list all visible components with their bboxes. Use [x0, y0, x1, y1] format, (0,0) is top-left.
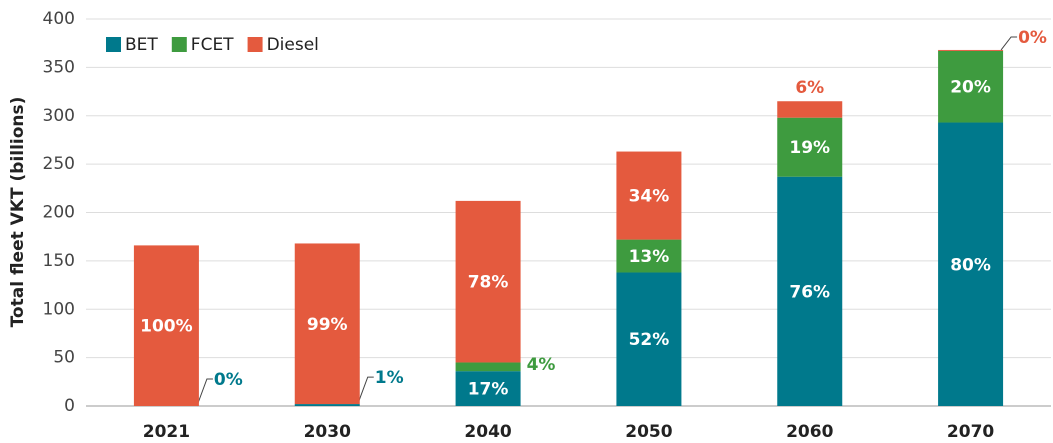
segment-label: 52%	[629, 330, 670, 350]
bar-segment	[938, 50, 1004, 123]
segment-label: 100%	[140, 317, 193, 337]
segment-label: 0%	[1018, 28, 1047, 48]
segment-label: 17%	[468, 380, 509, 400]
y-tick-label: 0	[64, 396, 75, 416]
bar-segment	[133, 245, 199, 406]
segment-label: 76%	[789, 282, 830, 302]
bar-segment	[294, 404, 360, 406]
segment-label: 0%	[214, 370, 243, 390]
y-tick-label: 200	[43, 203, 75, 223]
bar-segment	[294, 243, 360, 405]
legend-label: BET	[125, 35, 158, 55]
segment-label: 13%	[629, 247, 670, 267]
x-tick-label: 2030	[304, 422, 351, 442]
segment-label: 6%	[795, 78, 824, 98]
y-tick-label: 350	[43, 57, 75, 77]
y-tick-label: 150	[43, 251, 75, 271]
bar-segment	[616, 239, 682, 273]
leader-line	[357, 376, 374, 405]
segment-label: 1%	[375, 368, 404, 388]
x-tick-label: 2050	[625, 422, 672, 442]
leader-line	[196, 378, 213, 407]
bar-segment	[455, 371, 521, 406]
bar-segment	[938, 49, 1004, 51]
segment-label: 20%	[950, 78, 991, 98]
x-tick-label: 2021	[143, 422, 190, 442]
y-tick-label: 400	[43, 9, 75, 29]
legend-swatch	[247, 37, 263, 52]
legend-label: Diesel	[267, 35, 319, 55]
segment-label: 99%	[307, 315, 348, 335]
legend-swatch	[171, 37, 187, 52]
legend-label: FCET	[191, 35, 234, 55]
y-tick-label: 300	[43, 106, 75, 126]
bar-segment	[777, 176, 843, 406]
legend-swatch	[106, 37, 121, 52]
y-tick-label: 100	[43, 299, 75, 319]
segment-label: 4%	[527, 355, 556, 375]
segment-label: 19%	[789, 138, 830, 158]
y-tick-label: 250	[43, 154, 75, 174]
y-axis-label: Total fleet VKT (billions)	[8, 97, 28, 328]
bar-segment	[616, 151, 682, 240]
bar-segment	[938, 122, 1004, 407]
x-tick-label: 2070	[947, 422, 994, 442]
x-tick-label: 2040	[464, 422, 511, 442]
segment-label: 78%	[468, 273, 509, 293]
bar-segment	[777, 117, 843, 177]
segment-label: 34%	[629, 187, 670, 207]
x-tick-label: 2060	[786, 422, 833, 442]
segment-label: 80%	[950, 255, 991, 275]
leader-line	[1000, 36, 1018, 51]
bar-segment	[777, 101, 843, 118]
bar-segment	[616, 272, 682, 406]
bar-segment	[455, 362, 521, 372]
bar-segment	[455, 200, 521, 363]
y-tick-label: 50	[53, 348, 75, 368]
